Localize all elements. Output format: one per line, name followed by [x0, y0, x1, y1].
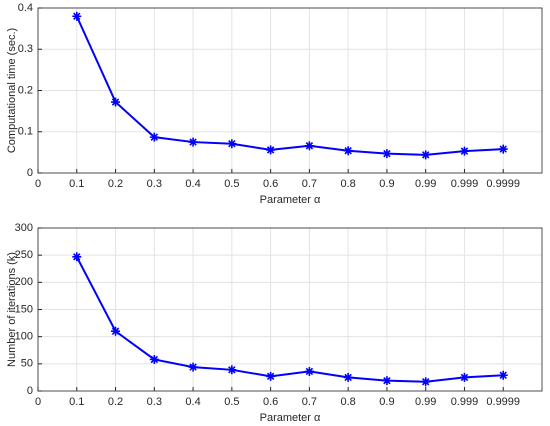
y-tick-label: 250 — [15, 249, 33, 261]
axes-box — [37, 227, 543, 392]
marker — [149, 132, 159, 142]
x-tick-label: 0.3 — [147, 396, 162, 408]
x-tick-label: 0.6 — [263, 178, 278, 190]
marker — [72, 252, 82, 262]
y-axis-label: Computational time (sec.) — [6, 28, 18, 153]
x-tick-label: 0.99 — [415, 178, 436, 190]
x-tick-label: 0.9 — [379, 396, 394, 408]
y-tick-label: 0.1 — [18, 126, 33, 138]
y-tick-label: 0.2 — [18, 84, 33, 96]
x-tick-label: 0.9999 — [486, 396, 520, 408]
marker — [149, 354, 159, 364]
x-axis-label: Parameter α — [260, 194, 321, 206]
marker — [266, 145, 276, 155]
marker — [459, 372, 469, 382]
x-tick-label: 0.1 — [69, 396, 84, 408]
marker — [498, 370, 508, 380]
marker — [343, 372, 353, 382]
x-tick-label: 0.7 — [302, 396, 317, 408]
y-tick-label: 100 — [15, 331, 33, 343]
y-tick-label: 0 — [27, 167, 33, 179]
y-tick-label: 150 — [15, 303, 33, 315]
marker — [459, 146, 469, 156]
marker — [188, 137, 198, 147]
x-tick-label: 0.2 — [108, 396, 123, 408]
x-tick-label: 0.4 — [185, 178, 200, 190]
marker — [382, 376, 392, 386]
x-tick-label: 0.999 — [451, 396, 479, 408]
line — [75, 256, 504, 383]
x-tick-label: 0.5 — [224, 396, 239, 408]
x-tick-label: 0 — [35, 396, 41, 408]
x-tick-label: 0.8 — [341, 396, 356, 408]
x-tick-label: 0.7 — [302, 178, 317, 190]
y-axis-label: Number of iterations (k) — [6, 252, 18, 367]
marker — [304, 141, 314, 151]
marker — [421, 377, 431, 387]
x-tick-label: 0.8 — [341, 178, 356, 190]
x-tick-label: 0.3 — [147, 178, 162, 190]
marker — [382, 149, 392, 159]
marker — [304, 366, 314, 376]
y-tick-label: 300 — [15, 222, 33, 234]
axes-box — [37, 7, 543, 174]
marker — [421, 150, 431, 160]
x-axis-label: Parameter α — [260, 412, 321, 424]
y-tick-label: 0.4 — [18, 2, 33, 14]
y-tick-label: 50 — [21, 358, 33, 370]
y-tick-label: 200 — [15, 276, 33, 288]
x-tick-label: 0.2 — [108, 178, 123, 190]
line — [75, 15, 504, 156]
x-tick-label: 0.5 — [224, 178, 239, 190]
marker — [227, 139, 237, 149]
x-tick-label: 0.999 — [451, 178, 479, 190]
x-tick-label: 0.99 — [415, 396, 436, 408]
x-tick-label: 0 — [35, 178, 41, 190]
y-tick-label: 0 — [27, 385, 33, 397]
marker — [72, 11, 82, 21]
x-tick-label: 0.9999 — [486, 178, 520, 190]
y-tick-label: 0.3 — [18, 43, 33, 55]
x-tick-label: 0.9 — [379, 178, 394, 190]
marker — [111, 97, 121, 107]
marker — [111, 326, 121, 336]
marker — [227, 365, 237, 375]
x-tick-label: 0.6 — [263, 396, 278, 408]
marker — [498, 144, 508, 154]
marker — [188, 362, 198, 372]
marker — [343, 146, 353, 156]
x-tick-label: 0.4 — [185, 396, 200, 408]
x-tick-label: 0.1 — [69, 178, 84, 190]
marker — [266, 371, 276, 381]
